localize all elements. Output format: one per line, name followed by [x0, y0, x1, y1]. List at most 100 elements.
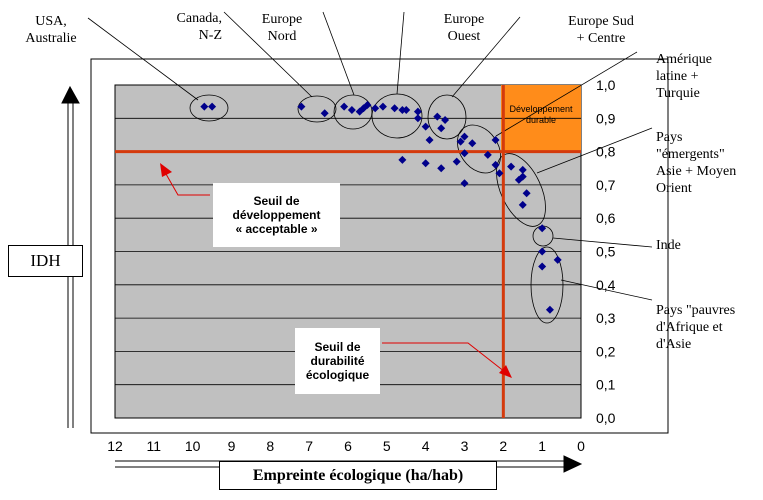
data-point [402, 105, 411, 114]
label-europe-nord: Europe Nord [261, 12, 303, 44]
data-point [441, 115, 450, 124]
x-tick-label: 3 [461, 438, 469, 454]
x-tick-label: 7 [305, 438, 313, 454]
leader-europe-ouest [396, 11, 405, 95]
y-tick-label: 0,3 [596, 310, 616, 326]
leader-amerique [495, 51, 638, 137]
data-point [208, 102, 217, 111]
label-europe-ouest: Europe Ouest [443, 12, 485, 44]
data-point [320, 109, 329, 118]
data-point [340, 102, 349, 111]
x-axis-label: Empreinte écologique (ha/hab) [219, 461, 497, 490]
annotation-leaders [87, 11, 653, 301]
data-point [456, 137, 465, 146]
data-point [297, 102, 306, 111]
x-tick-label: 0 [577, 438, 585, 454]
y-tick-label: 0,7 [596, 177, 616, 193]
data-point [452, 157, 461, 166]
thresholds [115, 85, 581, 418]
data-point [538, 247, 547, 256]
x-tick-label: 1 [538, 438, 546, 454]
threshold-arrows [160, 163, 512, 378]
label-inde: Inde [656, 238, 681, 253]
data-point [421, 122, 430, 131]
x-tick-label: 2 [499, 438, 507, 454]
data-points [200, 100, 562, 314]
data-point [460, 179, 469, 188]
data-point [413, 114, 422, 123]
y-axis-label: IDH [8, 245, 83, 277]
data-point [347, 105, 356, 114]
y-axis-label-text: IDH [30, 251, 61, 270]
data-point [538, 262, 547, 271]
label-pauvres: Pays "pauvres d'Afrique et d'Asie [656, 303, 736, 352]
data-point [514, 175, 523, 184]
data-point [398, 155, 407, 164]
x-tick-label: 8 [266, 438, 274, 454]
x-tick-label: 12 [107, 438, 123, 454]
data-point [491, 135, 500, 144]
data-point [433, 112, 442, 121]
ellipse-canada [297, 95, 337, 123]
data-point [507, 162, 516, 171]
data-point [518, 165, 527, 174]
ellipse-pauvres [530, 246, 564, 324]
leader-usa [87, 17, 199, 101]
data-point [483, 150, 492, 159]
label-europe-sud: Europe Sud + Centre [568, 14, 634, 46]
data-point [491, 160, 500, 169]
ellipse-europe-sud [427, 94, 467, 140]
x-axis-label-text: Empreinte écologique (ha/hab) [252, 466, 464, 484]
data-point [421, 159, 430, 168]
data-point [371, 104, 380, 113]
x-tick-labels: 12 11 10 9 8 7 6 5 4 3 2 1 0 [107, 438, 585, 454]
data-point [437, 124, 446, 133]
data-point [495, 169, 504, 178]
data-point [538, 224, 547, 233]
data-point [518, 200, 527, 209]
data-point [460, 149, 469, 158]
x-tick-label: 6 [344, 438, 352, 454]
label-canada: Canada, N-Z [176, 11, 222, 43]
leader-emergents [536, 127, 653, 174]
seuil-idh-label: Seuil de développement « acceptable » [213, 183, 340, 247]
data-point [363, 100, 372, 109]
y-tick-label: 0,9 [596, 110, 616, 126]
leader-inde [552, 237, 653, 248]
x-tick-label: 4 [422, 438, 430, 454]
data-point [378, 102, 387, 111]
y-tick-label: 0,5 [596, 244, 616, 260]
y-tick-label: 0,0 [596, 410, 616, 426]
data-point [468, 139, 477, 148]
leader-pauvres [560, 279, 653, 301]
y-tick-label: 0,6 [596, 210, 616, 226]
sustainable-zone-label: Développement durable [509, 104, 573, 125]
y-tick-label: 0,2 [596, 343, 616, 359]
x-tick-label: 11 [147, 438, 162, 454]
y-tick-label: 0,8 [596, 144, 616, 160]
data-point [460, 132, 469, 141]
data-point [545, 305, 554, 314]
data-point [425, 135, 434, 144]
y-tick-label: 0,4 [596, 277, 616, 293]
leader-europe-nord [322, 11, 355, 96]
x-tick-label: 9 [228, 438, 236, 454]
label-usa: USA, Australie [25, 14, 77, 46]
seuil-empreinte-label: Seuil de durabilité écologique [295, 328, 380, 394]
label-amerique: Amérique latine + Turquie [656, 52, 712, 101]
data-point [553, 255, 562, 264]
data-point [200, 102, 209, 111]
y-tick-label: 1,0 [596, 77, 616, 93]
x-tick-label: 5 [383, 438, 391, 454]
y-tick-labels: 0,0 0,1 0,2 0,3 0,4 0,5 0,6 0,7 0,8 0,9 1,0 [596, 77, 616, 426]
data-point [413, 107, 422, 116]
y-tick-label: 0,1 [596, 377, 616, 393]
data-point [390, 104, 399, 113]
x-tick-label: 10 [185, 438, 201, 454]
leader-canada [223, 11, 313, 98]
data-point [437, 164, 446, 173]
label-emergents: Pays "émergents" Asie + Moyen Orient [656, 130, 737, 196]
leader-europe-sud [451, 16, 521, 98]
data-point [522, 189, 531, 198]
